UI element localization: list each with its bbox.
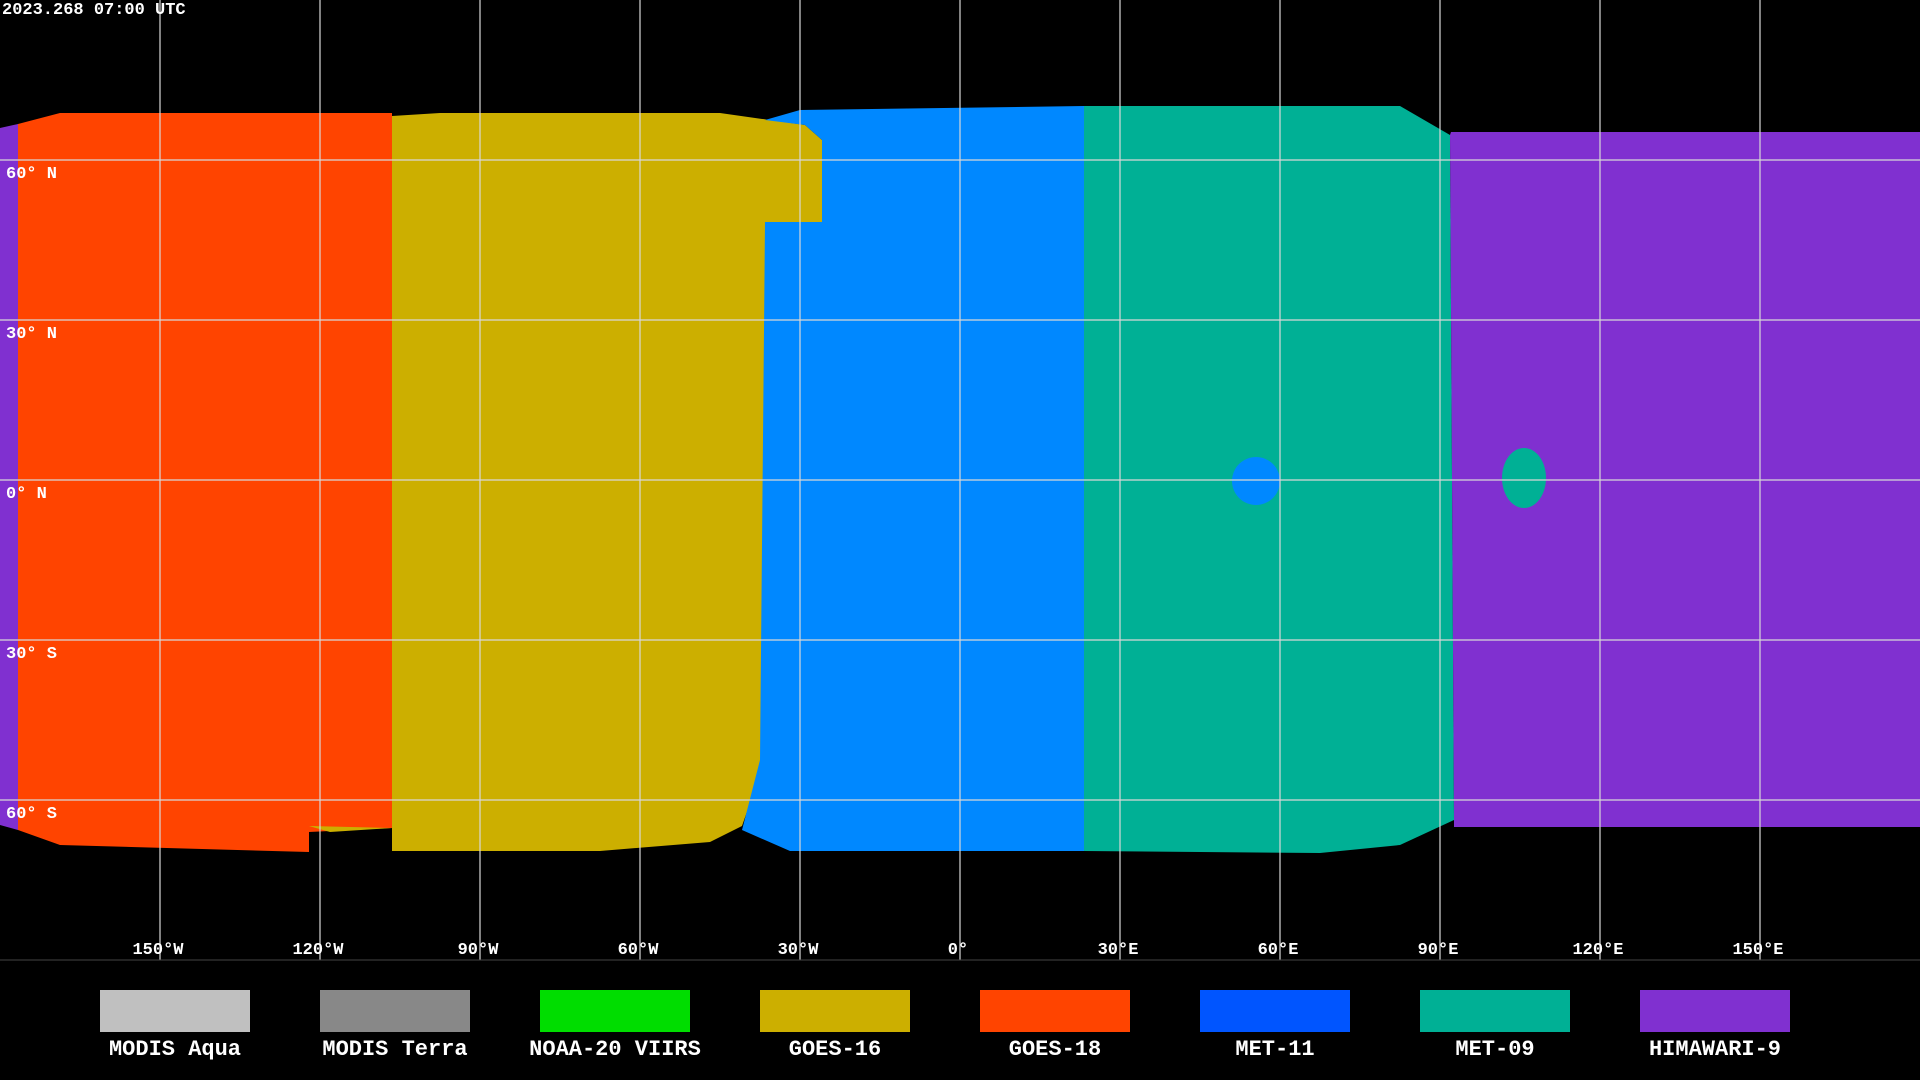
timestamp: 2023.268 07:00 UTC [2,1,186,20]
longitude-label: 150°E [1732,941,1783,960]
legend-swatch [980,990,1130,1032]
legend-label: MET-11 [1235,1037,1314,1062]
latitude-label: 30° S [6,645,57,664]
latitude-label: 60° S [6,805,57,824]
longitude-label: 30°W [778,941,820,960]
latitude-label: 30° N [6,325,57,344]
legend-label: MODIS Terra [322,1037,467,1062]
graticule-labels: 150°W 120°W 90°W 60°W 30°W 0° 30°E 60°E 90°E 120°… [6,165,1784,960]
legend-label: MODIS Aqua [109,1037,241,1062]
goes18-coverage [18,113,392,852]
latitude-label: 0° N [6,485,47,504]
legend-swatch [100,990,250,1032]
met11-patch [1232,457,1280,505]
legend: MODIS Aqua MODIS Terra NOAA-20 VIIRS GOES-1… [100,990,1790,1062]
goes16-coverage [309,113,822,851]
legend-label: MET-09 [1455,1037,1534,1062]
legend-label: HIMAWARI-9 [1649,1037,1781,1062]
legend-swatch [320,990,470,1032]
longitude-label: 60°W [618,941,660,960]
legend-label: NOAA-20 VIIRS [529,1037,701,1062]
legend-swatch [1420,990,1570,1032]
longitude-label: 120°E [1572,941,1623,960]
legend-label: GOES-16 [789,1037,881,1062]
legend-label: GOES-18 [1009,1037,1101,1062]
longitude-label: 150°W [132,941,184,960]
met11-coverage [742,106,1084,851]
legend-swatch [1640,990,1790,1032]
longitude-label: 90°W [458,941,500,960]
longitude-label: 90°E [1418,941,1459,960]
met09-patch [1502,448,1546,508]
legend-swatch [540,990,690,1032]
legend-swatch [760,990,910,1032]
longitude-label: 120°W [292,941,344,960]
longitude-label: 0° [948,941,968,960]
himawari-coverage [0,124,18,830]
legend-swatch [1200,990,1350,1032]
latitude-label: 60° N [6,165,57,184]
graticule [0,0,1920,961]
longitude-label: 30°E [1098,941,1139,960]
longitude-label: 60°E [1258,941,1299,960]
